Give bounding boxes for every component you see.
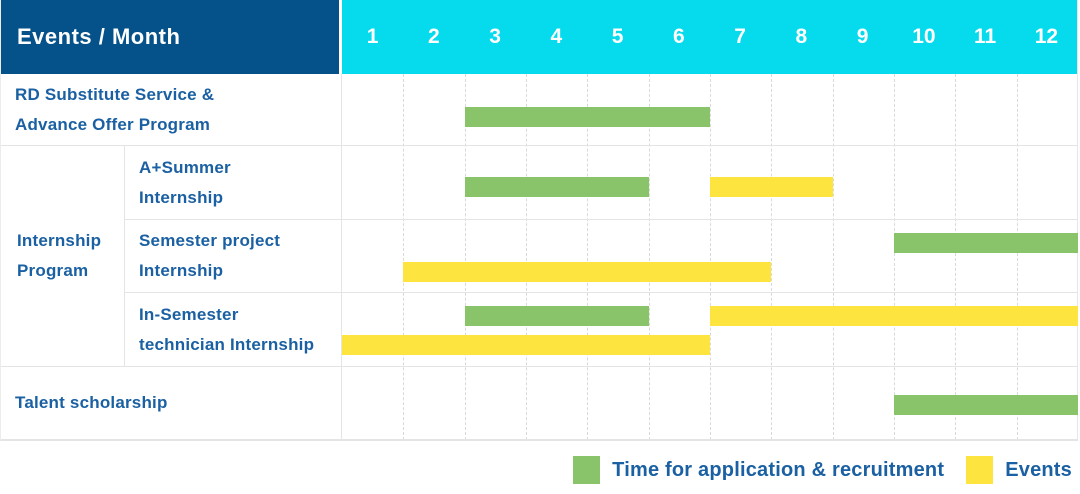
row-label-line: In-Semester: [139, 304, 239, 324]
schedule-table: Events / Month 1 2 3 4 5 6 7 8 9 10 11 12 Internshi…: [0, 0, 1078, 441]
group-label-line: Internship: [17, 231, 102, 250]
month-header-cell: 4: [550, 25, 563, 48]
events-month-header-label: Events / Month: [17, 24, 181, 49]
row-chart-cell: [342, 220, 1078, 293]
row-label-cell: A+Summer Internship: [125, 146, 342, 220]
row-label-line: RD Substitute Service &: [15, 84, 215, 104]
row-label-line: Internship: [139, 261, 224, 280]
row-label-line: technician Internship: [139, 334, 315, 354]
application-bar: [464, 306, 649, 326]
row-label-line: Semester project: [139, 231, 281, 250]
application-bar: [464, 107, 710, 127]
legend-item: Time for application & recruitment: [573, 456, 944, 484]
legend: Time for application & recruitment Events: [573, 456, 1072, 484]
application-legend-swatch: [573, 456, 601, 484]
group-label-line: Program: [17, 261, 89, 280]
month-header-cell: 6: [673, 25, 685, 48]
event-bar: [710, 306, 1078, 326]
group-label-cell: Internship Program: [1, 146, 125, 367]
month-header-cell: 11: [974, 25, 997, 48]
legend-item: Events: [966, 456, 1072, 484]
events-month-header-cell: Events / Month: [1, 0, 342, 74]
table-header-row: Events / Month 1 2 3 4 5 6 7 8 9 10 11 12: [1, 0, 1077, 74]
month-header-cell: 5: [611, 25, 624, 48]
application-bar: [464, 177, 649, 197]
row-label-line: Advance Offer Program: [15, 114, 211, 134]
row-chart-cell: [342, 293, 1078, 367]
row-label-cell: RD Substitute Service & Advance Offer Pro…: [1, 74, 342, 146]
row-label-line: A+Summer: [139, 157, 231, 177]
event-bar: [342, 335, 710, 355]
event-bar: [403, 262, 772, 282]
row-label-cell: Semester project Internship: [125, 220, 342, 293]
row-chart-cell: [342, 146, 1078, 220]
row-label-cell: Talent scholarship: [1, 367, 342, 440]
month-header-cell: 7: [734, 25, 746, 48]
month-header-row: 1 2 3 4 5 6 7 8 9 10 11 12: [342, 0, 1077, 74]
schedule-rows: Internship Program RD Substitute Service &…: [1, 74, 1078, 440]
application-bar: [894, 233, 1078, 253]
month-header-cell: 9: [856, 25, 869, 48]
row-chart-cell: [342, 367, 1078, 440]
month-header-cell: 8: [795, 25, 808, 48]
row-label-cell: In-Semester technician Internship: [125, 293, 342, 367]
legend-label: Events: [1005, 458, 1072, 481]
legend-label: Time for application & recruitment: [612, 458, 945, 481]
month-header-cell: 2: [428, 25, 440, 48]
month-header-cell: 12: [1034, 25, 1059, 48]
row-chart-cell: [342, 74, 1078, 146]
month-header-cell: 10: [912, 25, 936, 48]
application-bar: [894, 395, 1078, 415]
row-label-line: Internship: [139, 187, 224, 207]
table-body: Internship Program RD Substitute Service &…: [1, 74, 1078, 440]
month-header-cell: 3: [489, 25, 501, 48]
row-label-line: Talent scholarship: [15, 393, 168, 412]
event-legend-swatch: [966, 456, 994, 484]
month-header-cell: 1: [366, 25, 379, 48]
event-bar: [710, 177, 833, 197]
